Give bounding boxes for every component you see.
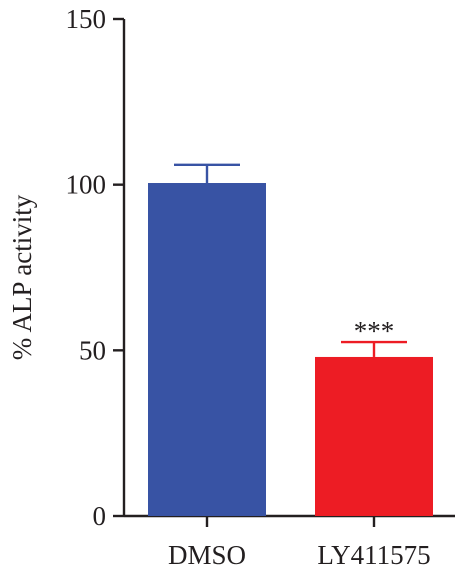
- y-tick-label: 100: [66, 170, 107, 200]
- bar-dmso: [148, 183, 266, 516]
- y-tick-label: 150: [66, 4, 107, 34]
- error-bars: [174, 163, 407, 357]
- y-ticks: 0 50 100 150: [66, 4, 124, 531]
- x-category-label: LY411575: [317, 540, 430, 570]
- bar-ly411575: [315, 356, 433, 516]
- significance-annotation: ***: [354, 316, 395, 346]
- y-tick-label: 0: [93, 501, 107, 531]
- y-axis-title: % ALP activity: [7, 194, 37, 360]
- annotations: ***: [354, 316, 395, 346]
- y-tick-label: 50: [79, 335, 106, 365]
- x-category-label: DMSO: [168, 540, 246, 570]
- bars: [148, 183, 433, 516]
- x-ticks: DMSO LY411575: [168, 516, 431, 570]
